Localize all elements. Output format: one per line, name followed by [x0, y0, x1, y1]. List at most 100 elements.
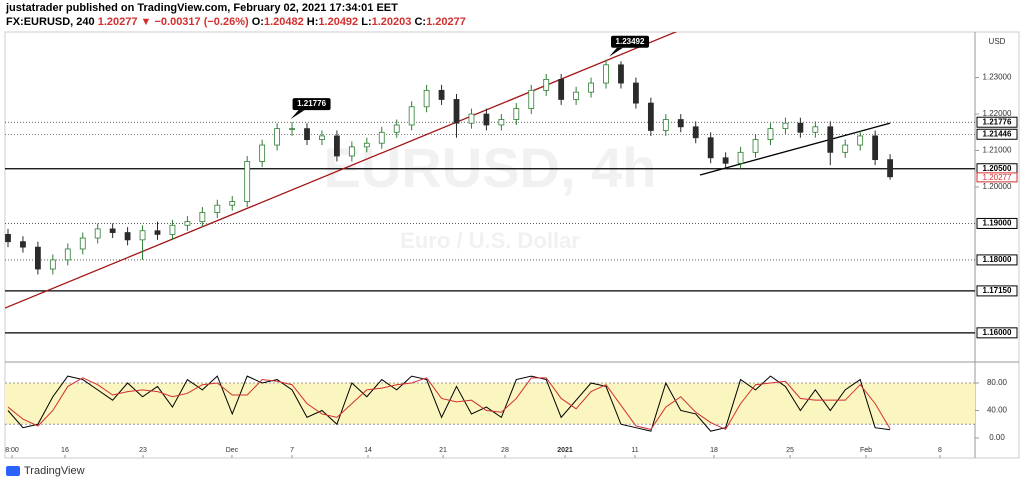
price-label-box [976, 116, 1018, 128]
candle-body [184, 221, 191, 226]
x-tick-label: 23 [139, 447, 147, 454]
x-tick-label: 28 [501, 447, 509, 454]
candle-body [633, 82, 639, 104]
y-tick-label: 1.20000 [983, 182, 1012, 191]
ohlc-key: O: [251, 16, 264, 28]
main-pane: EURUSD, 4h Euro / U.S. Dollar [5, 32, 975, 334]
candle-body [378, 131, 385, 144]
ohlc-value: 1.20277 [426, 16, 466, 28]
candle-body [393, 124, 400, 133]
candle-body [812, 126, 819, 133]
candle-body [453, 99, 460, 124]
candle-body [79, 237, 86, 250]
x-tick-label: 14 [364, 447, 372, 454]
callout-pointer [290, 110, 305, 120]
candle-body [588, 82, 594, 93]
candle-body [767, 128, 774, 140]
price: 1.20277 [97, 16, 138, 28]
candle-body [528, 89, 535, 109]
candle-body [199, 212, 206, 223]
candle-body [573, 91, 580, 100]
x-tick-label: 18 [710, 447, 718, 454]
candle-body [139, 230, 146, 241]
candle-body [707, 137, 714, 159]
watermark: EURUSD, 4h [324, 136, 657, 199]
candle-body [677, 119, 684, 128]
x-tick-label: 11 [631, 447, 638, 454]
candle-body [274, 128, 281, 146]
currency-label: USD [989, 37, 1006, 46]
ohlc-key: C: [414, 16, 427, 28]
callout-label: 1.23492 [616, 37, 645, 46]
logo [6, 466, 20, 476]
candle-body [752, 139, 759, 153]
candle-body [558, 79, 565, 100]
candle-body [647, 102, 654, 131]
candle-body [827, 126, 834, 153]
candle-body [214, 204, 221, 213]
candle-body [259, 144, 266, 162]
y-tick-label: 1.23000 [983, 73, 1012, 82]
price-label: 1.16000 [983, 328, 1012, 337]
ohlc-value: 1.20492 [318, 16, 359, 28]
price-label: 1.21776 [983, 117, 1012, 126]
candle-body [289, 128, 295, 131]
candle-body [692, 126, 699, 139]
ohlc-key: H: [306, 16, 319, 28]
candle-body [408, 106, 415, 126]
callout-box [292, 98, 331, 111]
candle-body [334, 135, 340, 157]
ohlc: O:1.20482 H:1.20492 L:1.20203 C:1.20277 [252, 16, 466, 28]
candle-body [438, 89, 445, 100]
candle-body [363, 142, 370, 148]
candle-body [513, 108, 520, 120]
stoch-line [7, 377, 891, 431]
symbol-line: FX:EURUSD, 240 1.20277 ▼ −0.00317 (−0.26… [6, 16, 466, 28]
candle-body [468, 113, 475, 124]
x-tick-label: Feb [860, 447, 872, 454]
candle-body [244, 161, 251, 202]
y-tick-label: 1.22000 [983, 109, 1012, 118]
candle-body [49, 259, 56, 270]
callout-pointer [609, 47, 624, 57]
candle-body [857, 135, 864, 146]
x-tick-label: 2021 [557, 447, 573, 454]
price-label-box [976, 128, 1018, 140]
candle-body [348, 146, 355, 157]
trend-line [699, 122, 891, 176]
y-tick-label: 0.00 [989, 433, 1005, 442]
last-price-box [976, 172, 1018, 183]
candle-body [423, 89, 430, 108]
publish-line: justatrader published on TradingView.com… [6, 2, 398, 14]
band [5, 382, 975, 425]
price-label-box [976, 254, 1018, 266]
x-tick-label: Dec [226, 447, 239, 454]
candle-body [124, 232, 131, 241]
candle-body [842, 144, 849, 153]
x-tick-label: 7 [290, 447, 294, 454]
stoch-pane [5, 375, 975, 432]
stoch-line [7, 375, 891, 432]
candle-body [64, 248, 71, 261]
price-label-box [976, 327, 1018, 339]
candle-body [5, 233, 11, 243]
change: ▼ −0.00317 (−0.26%) [140, 16, 249, 28]
ohlc-value: 1.20482 [263, 16, 304, 28]
symbol: FX:EURUSD, 240 [6, 16, 95, 28]
candle-body [34, 246, 41, 270]
candle-body [618, 64, 624, 84]
candle-body [797, 122, 804, 133]
ohlc-value: 1.20203 [371, 16, 412, 28]
candle-body [229, 201, 236, 206]
candle-body [483, 113, 490, 126]
x-tick-label: 21 [439, 447, 447, 454]
candle-body [872, 135, 879, 161]
x-tick-label: 8 [938, 447, 942, 454]
price-label: 1.19000 [983, 219, 1012, 228]
ohlc-key: L: [361, 16, 372, 28]
y-tick-label: 40.00 [987, 406, 1008, 415]
price-label-box [976, 285, 1018, 297]
frame [4, 31, 1020, 459]
